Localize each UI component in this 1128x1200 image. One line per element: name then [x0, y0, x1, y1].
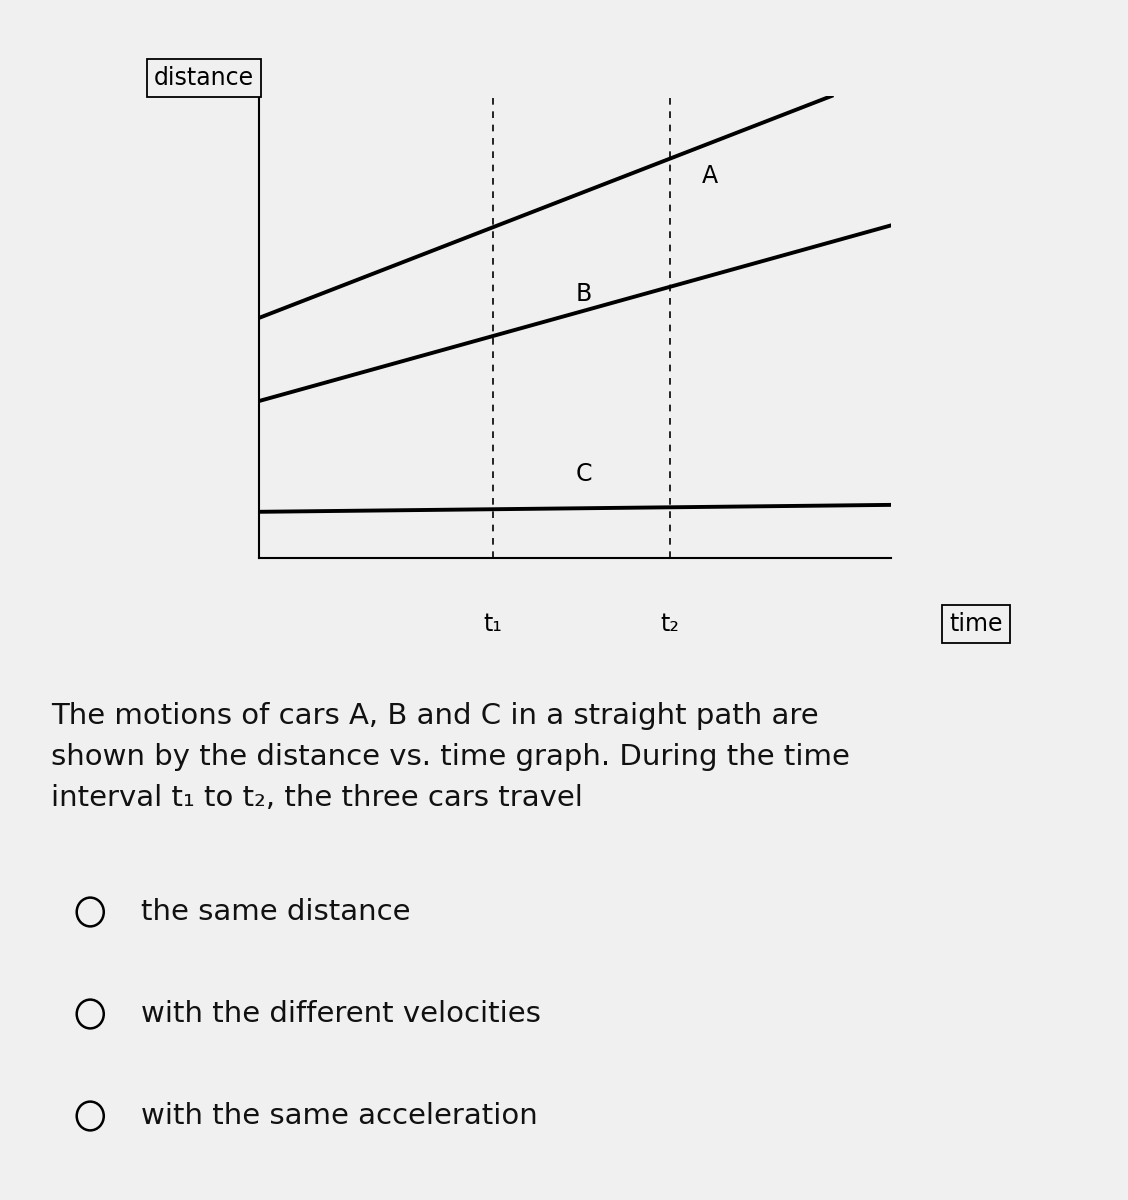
- Text: with the same acceleration: with the same acceleration: [141, 1102, 538, 1130]
- Text: A: A: [702, 164, 717, 188]
- Text: The motions of cars A, B and C in a straight path are
shown by the distance vs. : The motions of cars A, B and C in a stra…: [51, 702, 849, 812]
- Text: with the different velocities: with the different velocities: [141, 1000, 540, 1028]
- Text: B: B: [575, 282, 591, 306]
- Text: distance: distance: [153, 66, 254, 90]
- Text: C: C: [575, 462, 592, 486]
- Text: t₁: t₁: [484, 612, 503, 636]
- Text: the same distance: the same distance: [141, 898, 411, 926]
- Text: time: time: [949, 612, 1003, 636]
- Text: t₂: t₂: [661, 612, 679, 636]
